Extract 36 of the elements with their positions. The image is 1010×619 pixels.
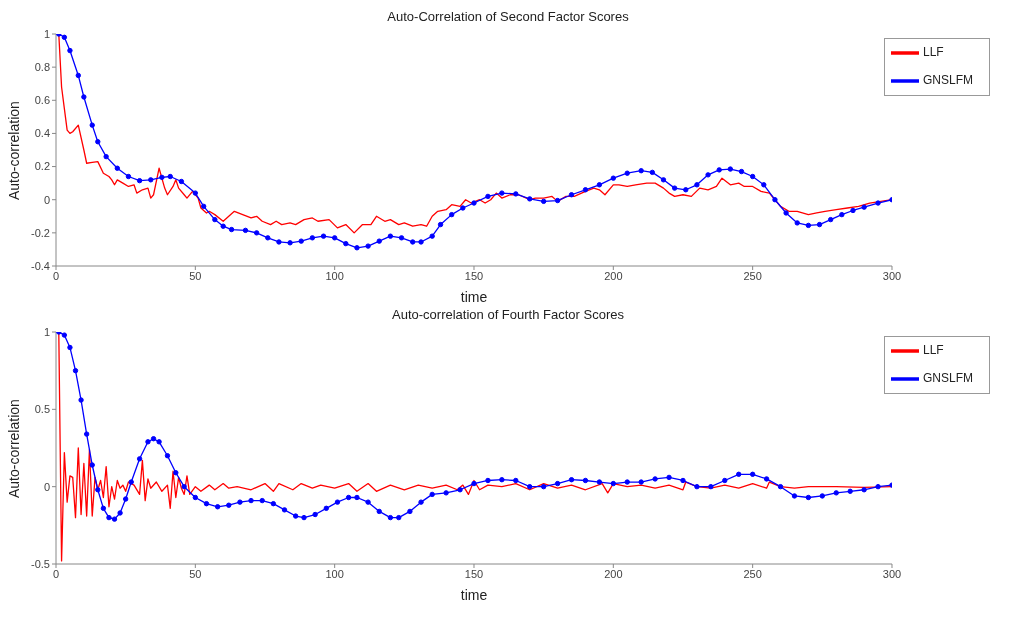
- y-tick-label: 0.2: [34, 160, 50, 173]
- y-tick-label: 0.4: [34, 127, 50, 140]
- y-tick-label: 0.6: [34, 94, 50, 107]
- x-tick-label: 150: [464, 567, 484, 580]
- legend-label: GNSLFM: [922, 371, 973, 386]
- chart-title: Auto-correlation of Fourth Factor Scores: [391, 306, 625, 324]
- y-tick-label: 0.5: [34, 403, 50, 416]
- legend-label: LLF: [922, 343, 944, 358]
- x-tick-label: 100: [325, 567, 344, 580]
- x-axis-title: time: [460, 587, 488, 603]
- x-tick-label: 0: [52, 567, 60, 580]
- x-tick-label: 100: [325, 269, 344, 282]
- y-tick-label: 1: [43, 27, 50, 40]
- y-tick-label: 1: [43, 325, 50, 338]
- y-tick-label: 0: [43, 480, 50, 493]
- y-tick-label: -0.5: [31, 557, 50, 570]
- y-tick-label: 0.8: [34, 61, 50, 74]
- x-tick-label: 300: [882, 269, 902, 282]
- x-axis-title: time: [460, 289, 488, 305]
- x-tick-label: 200: [604, 567, 623, 580]
- chart-title: Auto-Correlation of Second Factor Scores: [386, 8, 630, 26]
- x-tick-label: 50: [189, 567, 202, 580]
- x-tick-label: 0: [52, 269, 60, 282]
- x-tick-label: 50: [189, 269, 202, 282]
- x-tick-label: 250: [743, 567, 762, 580]
- x-tick-label: 300: [882, 567, 902, 580]
- x-tick-label: 150: [464, 269, 484, 282]
- legend-label: GNSLFM: [922, 73, 973, 88]
- legend-label: LLF: [922, 45, 944, 60]
- y-tick-label: -0.4: [31, 259, 50, 272]
- y-tick-label: 0: [43, 193, 50, 206]
- y-axis-title: Auto-correlation: [5, 101, 22, 200]
- y-axis-title: Auto-correlation: [5, 399, 22, 498]
- y-tick-label: -0.2: [31, 226, 50, 239]
- x-tick-label: 200: [604, 269, 623, 282]
- x-tick-label: 250: [743, 269, 762, 282]
